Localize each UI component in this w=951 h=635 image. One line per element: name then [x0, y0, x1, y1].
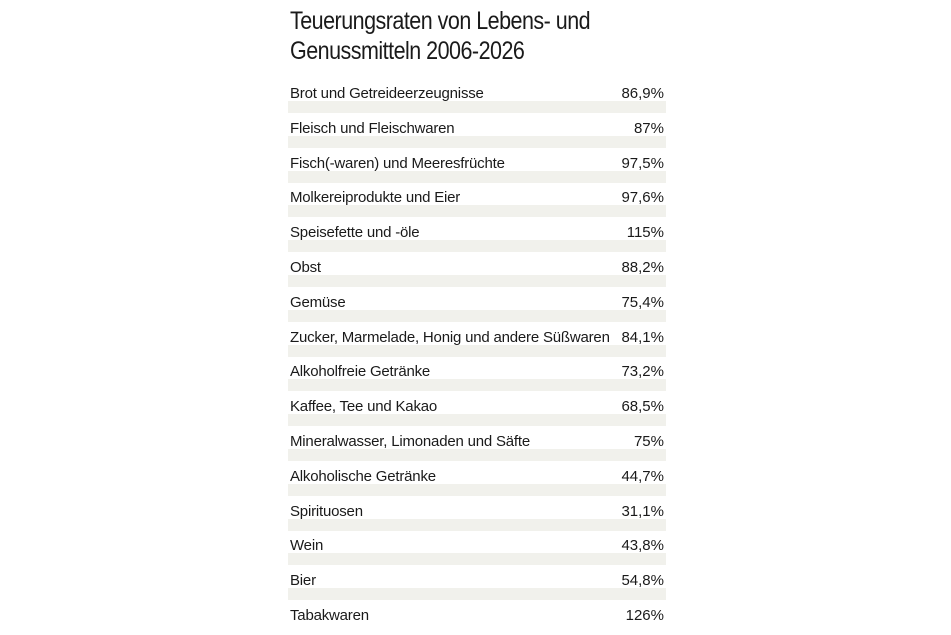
row-divider-band	[288, 344, 666, 357]
row-value: 84,1%	[621, 328, 664, 346]
row-label: Mineralwasser, Limonaden und Säfte	[290, 432, 531, 450]
row-divider-band	[288, 448, 666, 461]
row-value: 126%	[625, 606, 664, 624]
row-divider-band	[288, 101, 666, 113]
row-label: Fleisch und Fleischwaren	[290, 119, 455, 137]
table-row: Speisefette und -öle 115%	[288, 217, 666, 253]
row-divider-band	[288, 240, 666, 253]
row-divider-band	[288, 379, 666, 392]
row-label: Fisch(-waren) und Meeresfrüchte	[290, 154, 505, 172]
inflation-table-chart: Teuerungsraten von Lebens- und Genussmit…	[288, 0, 668, 634]
row-divider-band	[288, 518, 666, 531]
row-divider-band	[288, 553, 666, 566]
row-label: Alkoholfreie Getränke	[290, 363, 431, 381]
row-value: 75%	[633, 432, 664, 450]
row-divider-band	[288, 414, 666, 427]
table-row: Fleisch und Fleischwaren 87%	[288, 113, 666, 148]
row-label: Zucker, Marmelade, Honig und andere Süßw…	[290, 328, 610, 346]
row-divider-band	[288, 274, 666, 287]
table-row: Obst 88,2%	[288, 252, 666, 287]
row-value: 97,6%	[621, 189, 664, 207]
table-row: Molkereiprodukte und Eier 97,6%	[288, 182, 666, 218]
row-divider-band	[288, 588, 666, 601]
row-value: 31,1%	[621, 502, 664, 520]
row-label: Speisefette und -öle	[290, 224, 420, 242]
row-divider-band	[288, 205, 666, 218]
row-label: Kaffee, Tee und Kakao	[290, 398, 438, 416]
table-row: Brot und Getreideerzeugnisse 86,9%	[288, 78, 666, 113]
table-row: Fisch(-waren) und Meeresfrüchte 97,5%	[288, 148, 666, 183]
row-value: 87%	[633, 119, 664, 137]
row-label: Bier	[290, 572, 316, 590]
table-row: Gemüse 75,4%	[288, 287, 666, 322]
table-row: Mineralwasser, Limonaden und Säfte 75%	[288, 426, 666, 461]
row-label: Molkereiprodukte und Eier	[290, 189, 461, 207]
row-divider-band	[288, 170, 666, 183]
row-value: 75,4%	[621, 293, 664, 311]
row-value: 44,7%	[621, 467, 664, 485]
table-row: Spirituosen 31,1%	[288, 496, 666, 531]
table-row: Alkoholfreie Getränke 73,2%	[288, 356, 666, 392]
table-rows: Brot und Getreideerzeugnisse 86,9% Fleisch…	[288, 78, 666, 635]
row-value: 43,8%	[621, 537, 664, 555]
table-row: Wein 43,8%	[288, 530, 666, 566]
row-divider-band	[288, 483, 666, 496]
table-row: Tabakwaren 126%	[288, 600, 666, 635]
row-label: Wein	[290, 537, 324, 555]
table-row: Bier 54,8%	[288, 565, 666, 601]
table-row: Zucker, Marmelade, Honig und andere Süßw…	[288, 322, 666, 357]
row-label: Brot und Getreideerzeugnisse	[290, 85, 484, 102]
table-row: Kaffee, Tee und Kakao 68,5%	[288, 391, 666, 427]
row-value: 54,8%	[621, 572, 664, 590]
row-value: 73,2%	[621, 363, 664, 381]
row-value: 68,5%	[621, 398, 664, 416]
row-label: Spirituosen	[290, 502, 363, 520]
row-label: Alkoholische Getränke	[290, 467, 436, 485]
row-divider-band	[288, 135, 666, 148]
row-value: 115%	[626, 224, 664, 242]
row-value: 97,5%	[621, 154, 664, 172]
table-row: Alkoholische Getränke 44,7%	[288, 461, 666, 496]
row-value: 86,9%	[621, 85, 664, 102]
row-label: Gemüse	[290, 293, 346, 311]
row-label: Tabakwaren	[290, 606, 369, 624]
chart-title: Teuerungsraten von Lebens- und Genussmit…	[290, 7, 591, 65]
row-divider-band	[288, 309, 666, 322]
row-label: Obst	[290, 258, 321, 276]
row-value: 88,2%	[621, 258, 664, 276]
